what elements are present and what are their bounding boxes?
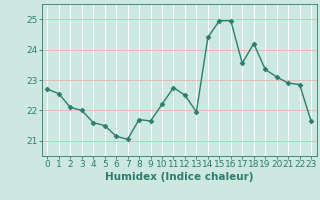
X-axis label: Humidex (Indice chaleur): Humidex (Indice chaleur) [105,172,253,182]
